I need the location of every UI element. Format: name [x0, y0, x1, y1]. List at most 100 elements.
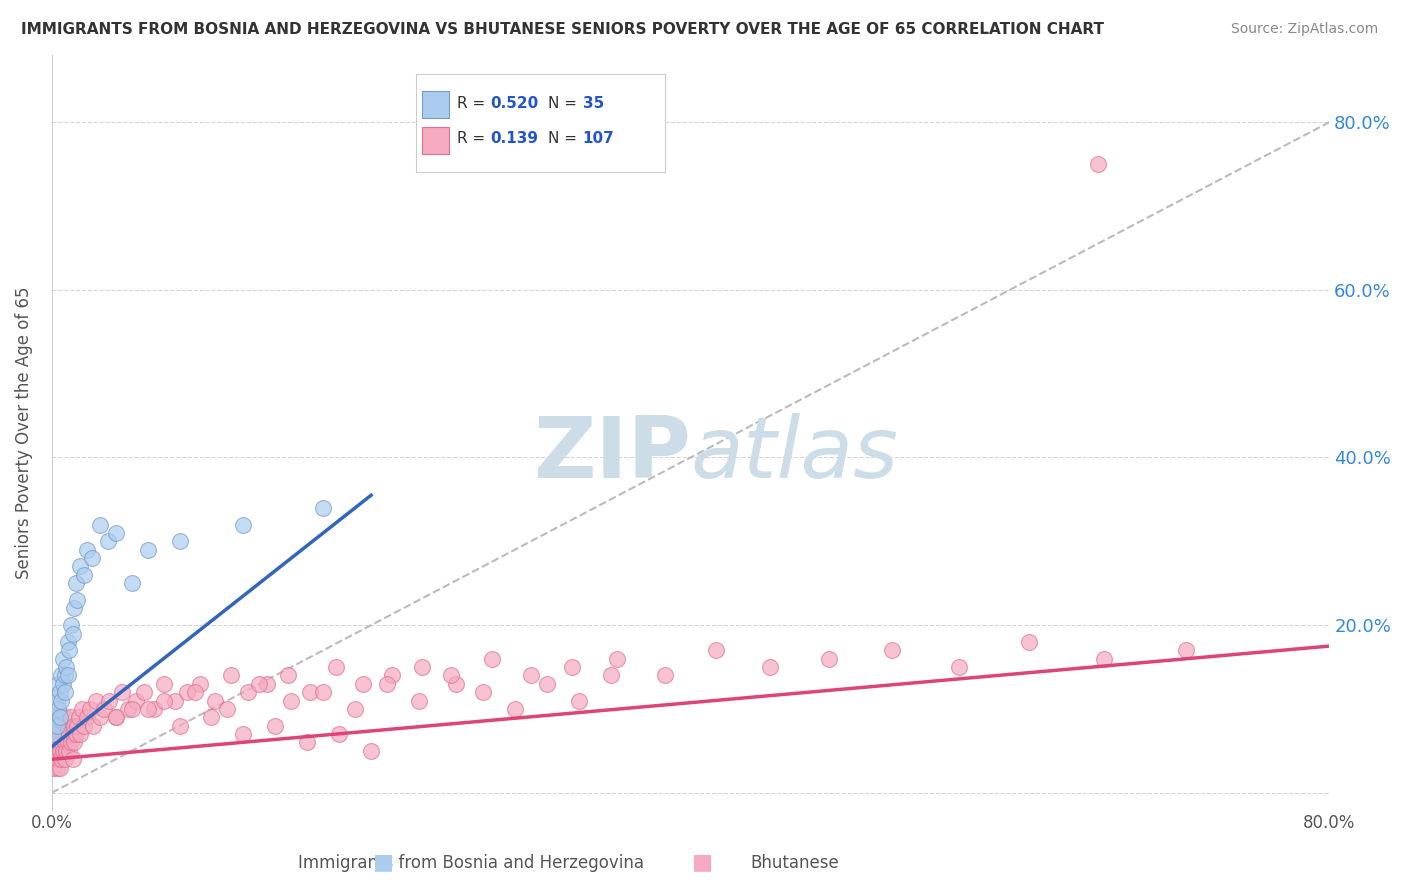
Point	[52, 651, 75, 665]
Point	[58, 727, 80, 741]
Point	[44, 752, 66, 766]
Point	[169, 719, 191, 733]
Point	[520, 668, 543, 682]
Point	[561, 660, 583, 674]
Point	[704, 643, 727, 657]
Point	[45, 761, 67, 775]
Point	[53, 735, 76, 749]
Point	[606, 651, 628, 665]
Point	[444, 677, 467, 691]
Point	[53, 710, 76, 724]
Point	[79, 702, 101, 716]
Point	[104, 710, 127, 724]
Point	[46, 752, 69, 766]
Point	[247, 677, 270, 691]
Point	[312, 685, 335, 699]
Point	[125, 693, 148, 707]
Point	[65, 727, 87, 741]
Point	[440, 668, 463, 682]
Point	[51, 752, 73, 766]
Point	[411, 660, 433, 674]
Point	[59, 618, 82, 632]
Point	[73, 567, 96, 582]
Point	[63, 601, 86, 615]
Point	[277, 668, 299, 682]
Point	[48, 744, 70, 758]
Point	[62, 752, 84, 766]
Point	[46, 710, 69, 724]
Point	[297, 735, 319, 749]
Point	[86, 693, 108, 707]
Text: Immigrants from Bosnia and Herzegovina: Immigrants from Bosnia and Herzegovina	[298, 855, 644, 872]
Point	[89, 710, 111, 724]
Point	[56, 635, 79, 649]
Point	[73, 719, 96, 733]
Point	[56, 719, 79, 733]
Point	[169, 534, 191, 549]
Point	[134, 685, 156, 699]
Point	[759, 660, 782, 674]
Point	[163, 693, 186, 707]
Point	[63, 719, 86, 733]
Point	[121, 576, 143, 591]
Point	[200, 710, 222, 724]
Point	[104, 710, 127, 724]
Point	[45, 744, 67, 758]
Point	[299, 685, 322, 699]
Point	[62, 626, 84, 640]
Point	[204, 693, 226, 707]
Point	[58, 744, 80, 758]
Point	[52, 744, 75, 758]
Point	[53, 752, 76, 766]
Point	[82, 719, 104, 733]
Point	[48, 710, 70, 724]
Point	[42, 761, 65, 775]
Point	[93, 702, 115, 716]
Point	[136, 702, 159, 716]
Point	[48, 685, 70, 699]
Point	[46, 677, 69, 691]
Point	[176, 685, 198, 699]
Text: atlas: atlas	[690, 414, 898, 497]
Point	[312, 500, 335, 515]
Point	[481, 651, 503, 665]
Point	[256, 677, 278, 691]
Point	[48, 761, 70, 775]
Point	[89, 517, 111, 532]
Y-axis label: Seniors Poverty Over the Age of 65: Seniors Poverty Over the Age of 65	[15, 286, 32, 579]
Point	[55, 744, 77, 758]
Point	[121, 702, 143, 716]
Text: IMMIGRANTS FROM BOSNIA AND HERZEGOVINA VS BHUTANESE SENIORS POVERTY OVER THE AGE: IMMIGRANTS FROM BOSNIA AND HERZEGOVINA V…	[21, 22, 1104, 37]
Point	[62, 727, 84, 741]
Point	[51, 719, 73, 733]
Point	[880, 643, 903, 657]
Point	[76, 542, 98, 557]
Point	[46, 702, 69, 716]
Point	[152, 693, 174, 707]
Point	[69, 727, 91, 741]
Point	[471, 685, 494, 699]
Point	[280, 693, 302, 707]
Point	[53, 685, 76, 699]
Point	[219, 668, 242, 682]
Point	[232, 727, 254, 741]
Point	[325, 660, 347, 674]
Point	[232, 517, 254, 532]
Point	[238, 685, 260, 699]
Point	[136, 542, 159, 557]
Point	[65, 576, 87, 591]
Point	[45, 693, 67, 707]
Point	[76, 710, 98, 724]
Point	[654, 668, 676, 682]
Point	[352, 677, 374, 691]
Point	[142, 702, 165, 716]
Point	[56, 735, 79, 749]
Point	[66, 593, 89, 607]
Point	[59, 735, 82, 749]
Point	[408, 693, 430, 707]
Text: Source: ZipAtlas.com: Source: ZipAtlas.com	[1230, 22, 1378, 37]
Point	[67, 710, 90, 724]
Point	[188, 677, 211, 691]
Point	[599, 668, 621, 682]
Point	[568, 693, 591, 707]
